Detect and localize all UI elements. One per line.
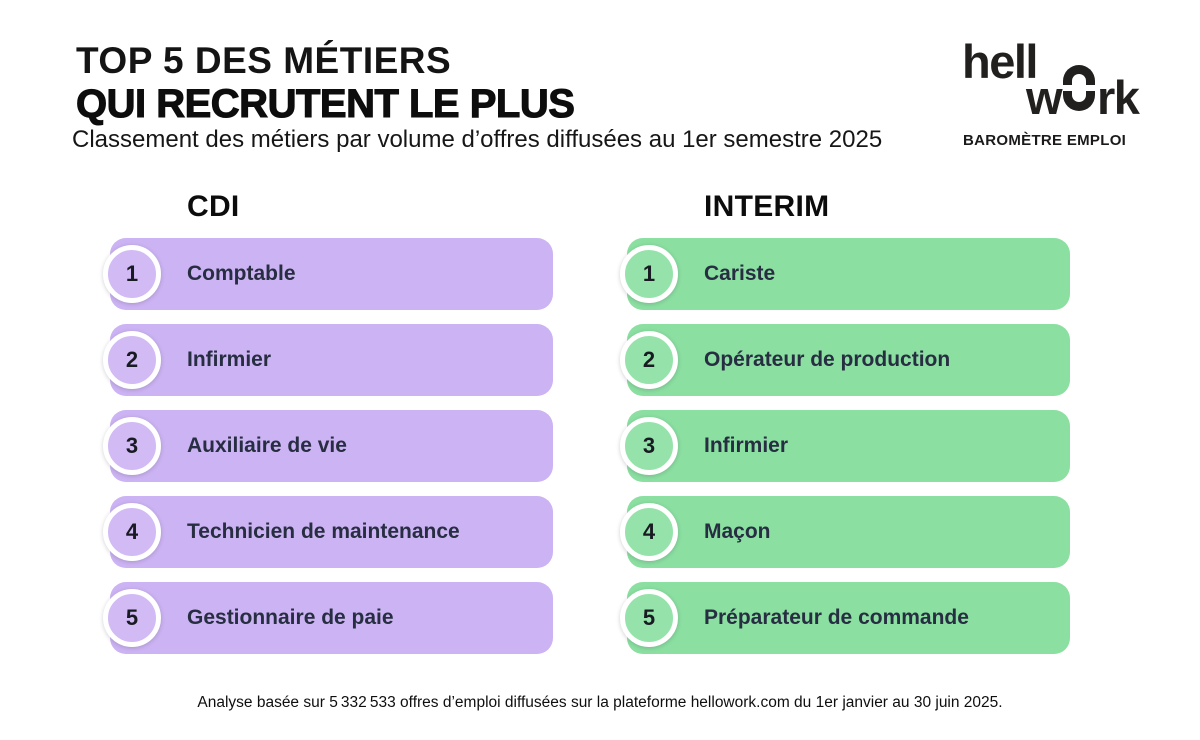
title-line-1: TOP 5 DES MÉTIERS	[76, 40, 452, 81]
rank-badge: 3	[620, 417, 678, 475]
job-label: Infirmier	[187, 348, 272, 371]
rank-badge: 5	[620, 589, 678, 647]
list-item: 2 Opérateur de production	[620, 324, 1070, 396]
logo-arc-bottom-icon	[1063, 91, 1095, 111]
rank-badge: 3	[103, 417, 161, 475]
job-label: Préparateur de commande	[704, 606, 969, 629]
column-interim: INTERIM 1 Cariste 2 Opérateur de product…	[620, 190, 1070, 668]
job-label: Opérateur de production	[704, 348, 951, 371]
rank-badge: 2	[620, 331, 678, 389]
subtitle: Classement des métiers par volume d’offr…	[72, 126, 883, 153]
hellowork-logo: hell w rk	[958, 35, 1158, 124]
rank-badge: 1	[620, 245, 678, 303]
rank-badge: 2	[103, 331, 161, 389]
column-title-interim: INTERIM	[704, 190, 830, 223]
list-item: 4 Technicien de maintenance	[103, 496, 553, 568]
logo-text-hell: hell	[962, 35, 1038, 88]
job-label: Maçon	[704, 520, 771, 543]
rank-badge: 4	[620, 503, 678, 561]
job-label: Cariste	[704, 262, 776, 285]
list-item: 2 Infirmier	[103, 324, 553, 396]
rank-badge: 1	[103, 245, 161, 303]
list-item: 3 Auxiliaire de vie	[103, 410, 553, 482]
job-label: Infirmier	[704, 434, 789, 457]
logo-text-w: w	[1026, 71, 1063, 124]
job-label: Comptable	[187, 262, 296, 285]
job-label: Gestionnaire de paie	[187, 606, 394, 629]
list-item: 1 Cariste	[620, 238, 1070, 310]
rank-badge: 5	[103, 589, 161, 647]
page-title: TOP 5 DES MÉTIERS QUI RECRUTENT LE PLUS	[75, 40, 575, 126]
list-item: 5 Gestionnaire de paie	[103, 582, 553, 654]
title-line-2: QUI RECRUTENT LE PLUS	[75, 81, 575, 126]
list-item: 4 Maçon	[620, 496, 1070, 568]
list-item: 5 Préparateur de commande	[620, 582, 1070, 654]
job-label: Auxiliaire de vie	[187, 434, 347, 457]
logo-arc-top-icon	[1063, 65, 1095, 85]
list-item: 3 Infirmier	[620, 410, 1070, 482]
list-item: 1 Comptable	[103, 238, 553, 310]
logo-tagline: BAROMÈTRE EMPLOI	[963, 132, 1127, 149]
job-label: Technicien de maintenance	[187, 520, 460, 543]
rank-badge: 4	[103, 503, 161, 561]
column-cdi: CDI 1 Comptable 2 Infirmier 3 Auxiliaire…	[103, 190, 553, 668]
column-title-cdi: CDI	[187, 190, 240, 223]
logo-text-rk: rk	[1097, 71, 1140, 124]
source-note: Analyse basée sur 5 332 533 offres d’emp…	[197, 694, 1003, 711]
